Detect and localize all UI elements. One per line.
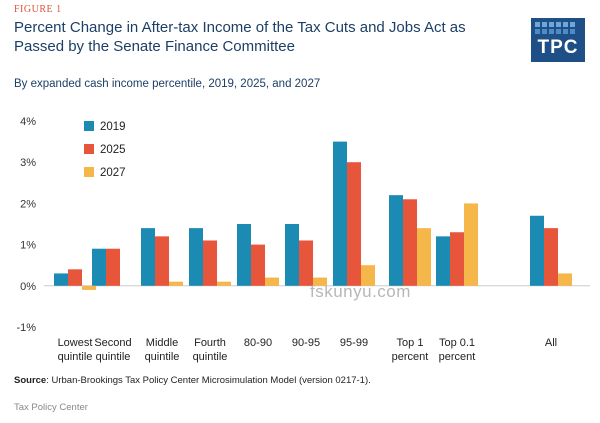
bar-2019 (92, 248, 106, 286)
bar-2025 (203, 240, 217, 286)
x-tick-label: All (545, 337, 557, 349)
bar-2019 (54, 273, 68, 286)
bar-2025 (68, 269, 82, 286)
x-tick-label: Second (94, 337, 131, 349)
legend-label: 2025 (100, 144, 126, 156)
bar-2025 (299, 240, 313, 286)
x-tick-label: quintile (145, 351, 180, 363)
bar-2019 (436, 236, 450, 286)
bar-2019 (285, 224, 299, 286)
y-tick-label: 1% (20, 240, 36, 252)
legend-swatch-2027 (84, 167, 94, 177)
bar-2027 (217, 281, 231, 286)
bar-2025 (155, 236, 169, 286)
chart-subtitle: By expanded cash income percentile, 2019… (14, 78, 321, 90)
bar-2019 (141, 228, 155, 286)
x-tick-label: percent (439, 351, 476, 363)
bar-2025 (251, 244, 265, 286)
x-tick-label: quintile (58, 351, 93, 363)
bar-2027 (169, 281, 183, 286)
figure-label: FIGURE 1 (14, 4, 62, 15)
x-tick-label: Top 0.1 (439, 337, 475, 349)
logo-text: TPC (537, 37, 579, 58)
y-tick-label: 0% (20, 281, 36, 293)
x-tick-label: 90-95 (292, 337, 320, 349)
x-tick-label: 95-99 (340, 337, 368, 349)
bar-2027 (464, 203, 478, 286)
x-tick-label: quintile (96, 351, 131, 363)
x-tick-label: Middle (146, 337, 178, 349)
bar-2025 (450, 232, 464, 286)
bar-chart: -1%0%1%2%3%4%LowestquintileSecondquintil… (16, 116, 590, 363)
source-text: : Urban-Brookings Tax Policy Center Micr… (46, 375, 371, 386)
bar-2019 (530, 215, 544, 286)
y-tick-label: 2% (20, 198, 36, 210)
bar-2027 (265, 277, 279, 286)
bar-2027 (558, 273, 572, 286)
source-note: Source: Urban-Brookings Tax Policy Cente… (14, 375, 371, 386)
x-tick-label: Top 1 (397, 337, 424, 349)
legend-label: 2019 (100, 121, 126, 133)
bar-2025 (106, 248, 120, 286)
x-tick-label: percent (392, 351, 429, 363)
bar-2019 (333, 141, 347, 286)
x-tick-label: 80-90 (244, 337, 272, 349)
x-tick-label: Fourth (194, 337, 226, 349)
logo-grid-icon (535, 22, 575, 34)
bar-2019 (389, 195, 403, 286)
x-tick-label: quintile (193, 351, 228, 363)
chart-title: Percent Change in After-tax Income of th… (14, 19, 466, 55)
watermark: fskunyu.com (310, 282, 411, 301)
bar-2025 (403, 199, 417, 286)
figure-card: FIGURE 1 Percent Change in After-tax Inc… (14, 4, 590, 386)
bar-2019 (189, 228, 203, 286)
bar-2027 (417, 228, 431, 286)
x-tick-label: Lowest (58, 337, 93, 349)
tpc-logo: TPC (531, 18, 585, 62)
legend-label: 2027 (100, 167, 126, 179)
bar-2027 (361, 265, 375, 286)
source-label: Source (14, 375, 47, 386)
bar-2027 (82, 285, 96, 290)
y-tick-label: 3% (20, 157, 36, 169)
y-tick-label: -1% (16, 322, 36, 334)
bar-2025 (544, 228, 558, 286)
bar-2025 (347, 162, 361, 286)
footer-credit: Tax Policy Center (14, 402, 88, 413)
y-tick-label: 4% (20, 116, 36, 128)
bar-2027 (313, 277, 327, 286)
legend-swatch-2025 (84, 144, 94, 154)
bar-2019 (237, 224, 251, 286)
legend-swatch-2019 (84, 121, 94, 131)
